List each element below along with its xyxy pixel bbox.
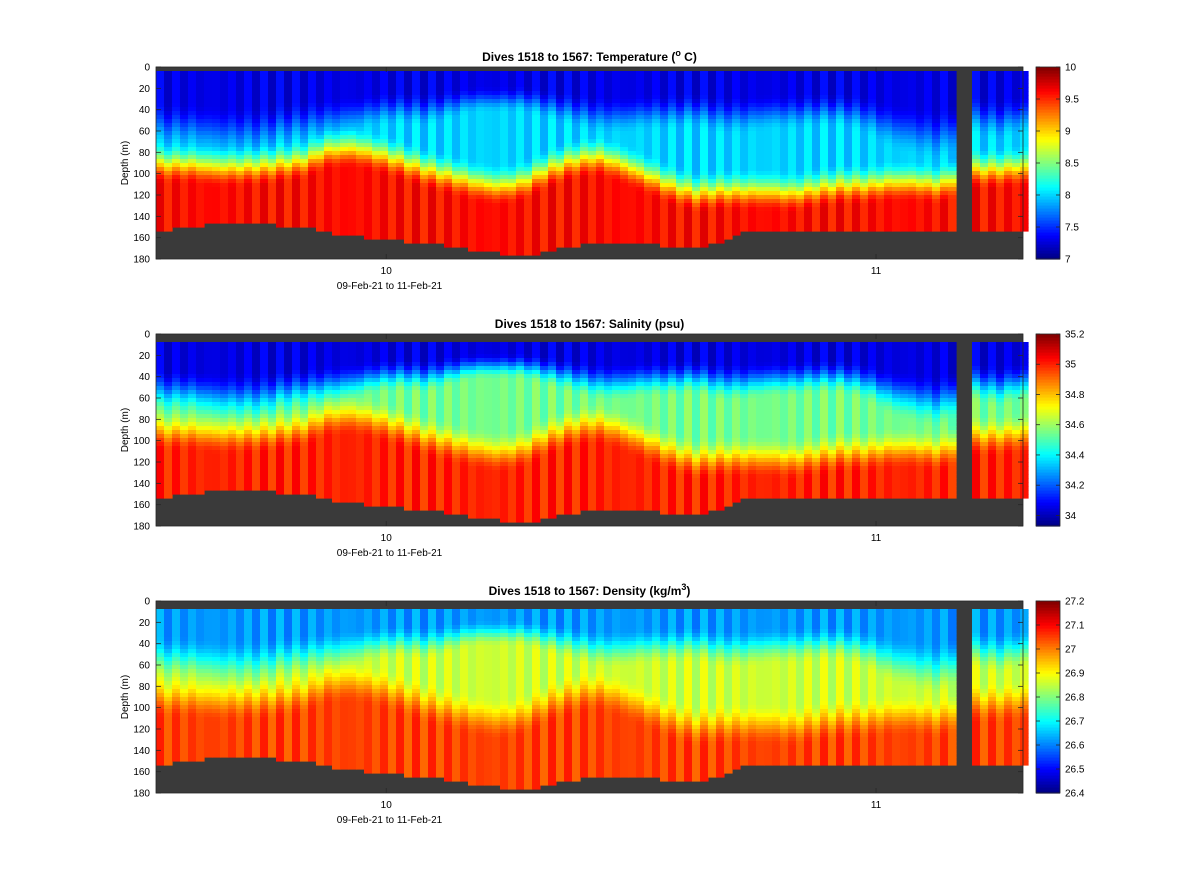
y-tick-label: 80 <box>139 415 151 426</box>
colorbar-tick-label: 26.9 <box>1065 669 1085 680</box>
colorbar-tick-label: 34.8 <box>1065 390 1085 401</box>
colorbar-tick-label: 27.1 <box>1065 621 1085 632</box>
colorbar: 26.4 26.5 26.6 26.7 26.8 26.9 27 27.1 27.2 <box>1035 597 1085 800</box>
y-tick-label: 160 <box>133 767 150 778</box>
x-tick-label: 11 <box>871 800 882 811</box>
heatmap-cells <box>156 342 1029 523</box>
x-tick-label: 11 <box>871 533 882 544</box>
chart-title: Dives 1518 to 1567: Salinity (psu) <box>495 317 684 331</box>
x-axis-label: 09-Feb-21 to 11-Feb-21 <box>337 281 443 292</box>
panel-3: 0 20 40 60 80 100 120 140 160 180 10 11 Dives 1518 t… <box>120 582 1085 826</box>
y-tick-label: 40 <box>139 105 151 116</box>
heatmap-cells <box>156 609 1029 790</box>
y-tick-label: 60 <box>139 127 151 138</box>
y-tick-label: 140 <box>133 479 150 490</box>
colorbar-tick-label: 26.7 <box>1065 717 1085 728</box>
x-axis-label: 09-Feb-21 to 11-Feb-21 <box>337 548 443 559</box>
colorbar-tick-label: 34.6 <box>1065 420 1085 431</box>
y-axis-label: Depth (m) <box>120 141 131 185</box>
y-tick-label: 80 <box>139 148 151 159</box>
y-tick-label: 160 <box>133 500 150 511</box>
x-tick-label: 10 <box>381 800 393 811</box>
colorbar-tick-label: 35 <box>1065 360 1077 371</box>
y-tick-label: 120 <box>133 725 150 736</box>
y-axis-label: Depth (m) <box>120 675 131 719</box>
colorbar-tick-label: 34 <box>1065 511 1077 522</box>
x-tick-label: 10 <box>381 266 393 277</box>
colorbar-tick-label: 8 <box>1065 191 1071 202</box>
y-tick-label: 100 <box>133 169 150 180</box>
colorbar: 34 34.2 34.4 34.6 34.8 35 35.2 <box>1035 330 1085 527</box>
x-tick-label: 11 <box>871 266 882 277</box>
colorbar-tick-label: 35.2 <box>1065 330 1085 341</box>
y-tick-label: 180 <box>133 789 150 800</box>
panel-1: 0 20 40 60 80 100 120 140 160 180 10 11 Dives 1518 t… <box>120 48 1079 292</box>
y-tick-label: 80 <box>139 682 151 693</box>
heatmap-cells <box>156 71 1029 256</box>
panel-2: 0 20 40 60 80 100 120 140 160 180 10 11 Dives 1518 t… <box>120 317 1085 559</box>
colorbar-tick-label: 8.5 <box>1065 159 1079 170</box>
colorbar-tick-label: 34.4 <box>1065 450 1085 461</box>
y-tick-label: 100 <box>133 703 150 714</box>
y-tick-label: 60 <box>139 661 151 672</box>
y-tick-label: 20 <box>139 84 151 95</box>
chart-title: Dives 1518 to 1567: Density (kg/m3) <box>489 582 691 598</box>
y-tick-label: 20 <box>139 351 151 362</box>
y-tick-label: 0 <box>144 330 150 341</box>
y-tick-label: 180 <box>133 255 150 266</box>
colorbar-tick-label: 26.5 <box>1065 765 1085 776</box>
y-tick-label: 40 <box>139 372 151 383</box>
y-tick-label: 20 <box>139 618 151 629</box>
y-tick-label: 140 <box>133 746 150 757</box>
chart-title: Dives 1518 to 1567: Temperature (o C) <box>482 48 697 64</box>
y-tick-label: 120 <box>133 458 150 469</box>
y-tick-label: 40 <box>139 639 151 650</box>
axes-box <box>155 600 1024 794</box>
colorbar-tick-label: 26.4 <box>1065 789 1085 800</box>
y-tick-label: 0 <box>144 63 150 74</box>
colorbar-tick-label: 27 <box>1065 645 1077 656</box>
x-tick-label: 10 <box>381 533 393 544</box>
y-tick-label: 100 <box>133 436 150 447</box>
y-tick-label: 160 <box>133 233 150 244</box>
colorbar-tick-label: 7 <box>1065 255 1071 266</box>
y-tick-label: 120 <box>133 191 150 202</box>
colorbar-tick-label: 9 <box>1065 127 1071 138</box>
colorbar: 7 7.5 8 8.5 9 9.5 10 <box>1035 63 1079 266</box>
colorbar-tick-label: 7.5 <box>1065 223 1079 234</box>
axes-box <box>155 66 1024 260</box>
colorbar-tick-label: 9.5 <box>1065 95 1079 106</box>
colorbar-tick-label: 27.2 <box>1065 597 1085 608</box>
colorbar-tick-label: 10 <box>1065 63 1077 74</box>
y-tick-label: 180 <box>133 522 150 533</box>
y-tick-label: 0 <box>144 597 150 608</box>
colorbar-tick-label: 26.8 <box>1065 693 1085 704</box>
axes-box <box>155 333 1024 527</box>
y-tick-label: 60 <box>139 394 151 405</box>
y-tick-label: 140 <box>133 212 150 223</box>
x-axis-label: 09-Feb-21 to 11-Feb-21 <box>337 815 443 826</box>
y-axis-label: Depth (m) <box>120 408 131 452</box>
colorbar-tick-label: 26.6 <box>1065 741 1085 752</box>
colorbar-tick-label: 34.2 <box>1065 481 1085 492</box>
